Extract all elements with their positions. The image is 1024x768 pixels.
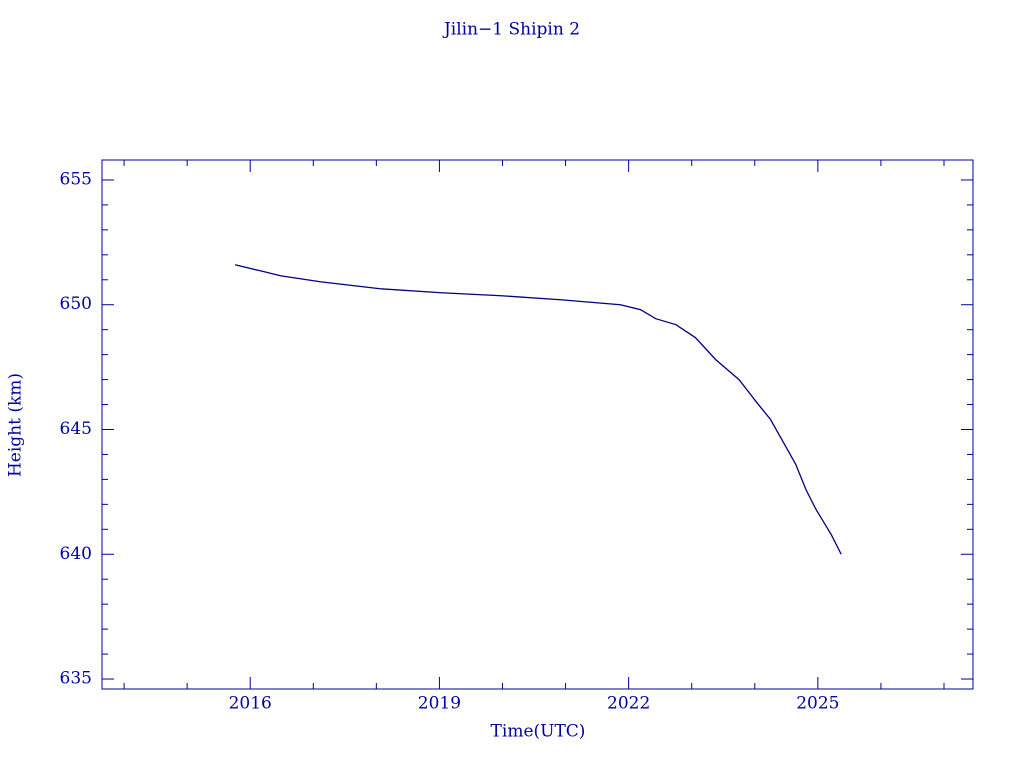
x-axis-label: Time(UTC) xyxy=(491,722,586,742)
data-line xyxy=(234,264,842,555)
y-tick-label: 640 xyxy=(60,544,92,564)
plot-frame xyxy=(101,159,974,690)
y-tick-label: 635 xyxy=(60,669,92,689)
y-tick-label: 655 xyxy=(60,169,92,189)
x-tick-label: 2019 xyxy=(418,694,461,714)
chart-title: Jilin−1 Shipin 2 xyxy=(442,20,580,40)
x-tick-label: 2022 xyxy=(607,694,650,714)
y-tick-label: 645 xyxy=(60,419,92,439)
x-tick-label: 2025 xyxy=(796,694,839,714)
y-axis-label: Height (km) xyxy=(6,373,26,477)
x-tick-label: 2016 xyxy=(229,694,272,714)
y-tick-label: 650 xyxy=(60,294,92,314)
